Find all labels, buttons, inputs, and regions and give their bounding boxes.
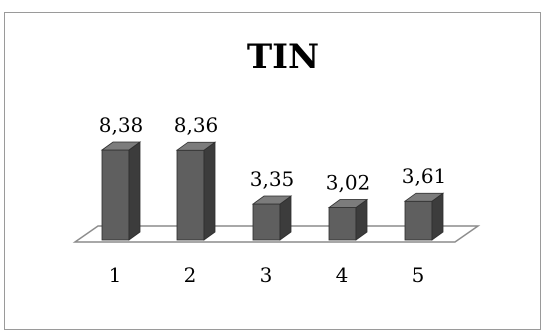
x-tick-5: 5 <box>412 263 425 287</box>
bar-front-3 <box>252 203 281 241</box>
bar-4 <box>327 198 369 241</box>
x-tick-labels-group: 1 2 3 4 5 <box>109 263 425 287</box>
data-label-3: 3,35 <box>250 167 295 191</box>
x-tick-4: 4 <box>336 263 349 287</box>
x-tick-2: 2 <box>184 263 197 287</box>
data-label-1: 8,38 <box>99 113 144 137</box>
bar-front-2 <box>176 149 205 241</box>
bar-3 <box>251 195 293 241</box>
x-tick-1: 1 <box>109 263 122 287</box>
bars-group <box>100 141 445 241</box>
bar-front-4 <box>328 207 357 241</box>
data-labels-group: 8,38 8,36 3,35 3,02 3,61 <box>99 113 447 195</box>
bar-top-5 <box>403 192 445 202</box>
chart-title: TIN <box>247 37 319 77</box>
data-label-4: 3,02 <box>326 171 371 195</box>
bar-top-1 <box>100 141 142 151</box>
bar-front-5 <box>404 200 433 241</box>
bar-1 <box>100 141 142 241</box>
bar-top-3 <box>251 195 293 205</box>
data-label-2: 8,36 <box>174 113 219 137</box>
bar-2 <box>175 141 217 241</box>
bar-top-4 <box>327 199 369 208</box>
bar-top-2 <box>175 141 217 151</box>
bar-5 <box>403 192 445 241</box>
x-tick-3: 3 <box>260 263 273 287</box>
bar-side-1 <box>128 141 141 241</box>
data-label-5: 3,61 <box>402 164 447 188</box>
bar-side-2 <box>203 141 216 241</box>
chart-frame <box>4 12 541 330</box>
bar-front-1 <box>101 149 130 241</box>
